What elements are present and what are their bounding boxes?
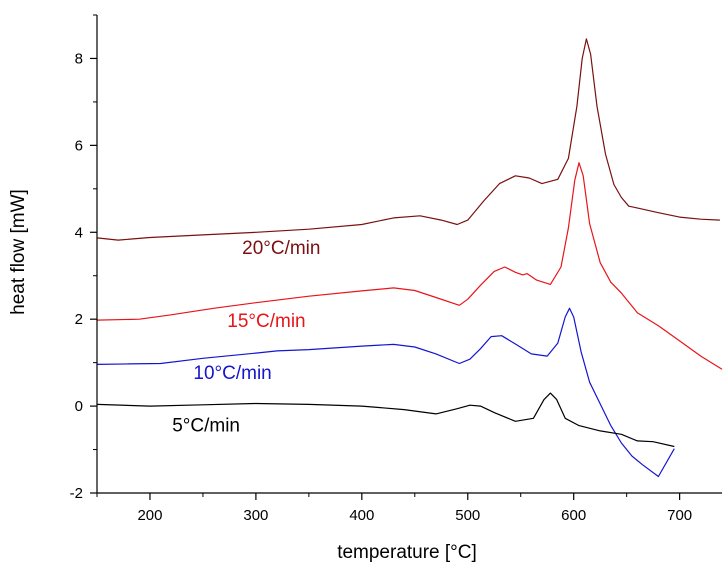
x-tick-label: 600 (561, 507, 586, 524)
series-line-1 (96, 162, 723, 370)
series-label-3: 5°C/min (172, 415, 240, 436)
y-axis-title: heat flow [mW] (8, 189, 29, 315)
y-tick-label: 2 (75, 311, 83, 328)
y-tick-label: -2 (70, 485, 83, 502)
series-line-2 (96, 307, 675, 478)
y-tick-label: 0 (75, 398, 83, 415)
series-line-3 (96, 392, 675, 448)
series-label-1: 15°C/min (227, 311, 305, 332)
series-line-0 (96, 38, 720, 241)
axes: 200 300 400 500 600 700 -2 0 2 4 6 8 (70, 14, 722, 524)
x-tick-label: 400 (349, 507, 374, 524)
y-tick-label: 8 (75, 50, 83, 67)
plot-area (96, 38, 723, 478)
y-tick-label: 4 (75, 224, 83, 241)
x-tick-label: 700 (667, 507, 692, 524)
y-tick-label: 6 (75, 137, 83, 154)
x-tick-label: 200 (137, 507, 162, 524)
x-tick-label: 500 (455, 507, 480, 524)
series-labels: 20°C/min 15°C/min 10°C/min 5°C/min (172, 238, 320, 436)
series-label-2: 10°C/min (193, 363, 271, 384)
series-label-0: 20°C/min (242, 238, 320, 259)
x-axis-title: temperature [°C] (337, 542, 477, 563)
x-tick-label: 300 (243, 507, 268, 524)
